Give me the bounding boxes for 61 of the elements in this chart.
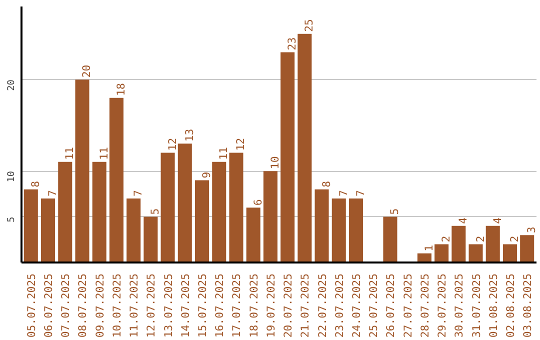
x-tick-label: 19.07.2025: [264, 274, 278, 338]
data-label: 12: [234, 138, 248, 151]
x-tick-label: 28.07.2025: [418, 274, 432, 338]
x-tick-label: 22.07.2025: [316, 274, 329, 338]
data-label: 20: [80, 64, 94, 78]
data-label: 8: [320, 180, 333, 188]
data-label: 11: [63, 147, 76, 160]
data-label: 2: [474, 236, 487, 242]
data-label: 13: [182, 128, 196, 142]
x-tick-label: 25.07.2025: [367, 274, 380, 338]
x-tick-label: 31.07.2025: [470, 274, 483, 338]
x-tick-label: 11.07.2025: [128, 274, 141, 338]
x-tick-label: 09.07.2025: [93, 274, 106, 338]
x-tick-label: 07.07.2025: [59, 274, 72, 338]
data-label: 12: [166, 138, 179, 151]
x-tick-label: 17.07.2025: [230, 274, 244, 338]
data-label: 5: [148, 208, 162, 215]
data-label: 11: [97, 147, 110, 160]
data-label: 4: [490, 218, 504, 224]
x-tick-label: 08.07.2025: [76, 274, 90, 338]
x-tick-label: 02.08.2025: [504, 274, 517, 338]
data-label: 7: [354, 190, 367, 196]
x-tick-label: 16.07.2025: [213, 274, 226, 338]
data-label: 10: [268, 156, 282, 170]
data-label: 2: [508, 236, 521, 242]
x-tick-label: 23.07.2025: [332, 274, 346, 338]
x-tick-label: 15.07.2025: [196, 274, 210, 338]
x-tick-label: 24.07.2025: [350, 274, 363, 338]
data-label: 6: [251, 199, 264, 206]
x-tick-label: 06.07.2025: [42, 274, 56, 338]
x-tick-label: 20.07.2025: [282, 274, 295, 338]
y-tick-label: 10: [6, 170, 17, 182]
data-label: 18: [114, 83, 128, 96]
data-label: 25: [302, 19, 316, 32]
x-tick-label: 01.08.2025: [486, 274, 500, 338]
x-tick-label: 18.07.2025: [247, 274, 260, 338]
x-tick-label: 10.07.2025: [110, 274, 124, 338]
x-tick-label: 13.07.2025: [162, 274, 175, 338]
data-label: 11: [217, 147, 230, 160]
data-label: 23: [286, 37, 299, 50]
data-label: 7: [132, 190, 145, 196]
y-tick-label: 5: [6, 216, 17, 222]
x-tick-label: 21.07.2025: [298, 274, 312, 338]
x-tick-label: 14.07.2025: [178, 274, 192, 338]
data-label: 4: [456, 218, 470, 224]
x-tick-label: 12.07.2025: [144, 274, 158, 338]
x-tick-label: 27.07.2025: [401, 274, 414, 338]
x-tick-label: 26.07.2025: [384, 274, 398, 338]
y-tick-label: 20: [6, 79, 17, 91]
data-label: 8: [28, 180, 42, 188]
data-label: 2: [440, 236, 453, 242]
data-label: 7: [336, 190, 350, 196]
data-label: 7: [46, 190, 60, 196]
data-label: 5: [388, 208, 402, 215]
x-tick-label: 30.07.2025: [452, 274, 466, 338]
x-tick-label: 05.07.2025: [24, 274, 38, 338]
data-label: 9: [200, 172, 214, 178]
data-label: 3: [525, 226, 538, 234]
x-tick-label: 29.07.2025: [436, 274, 449, 338]
data-label: 1: [422, 244, 436, 252]
x-tick-label: 03.08.2025: [521, 274, 534, 338]
